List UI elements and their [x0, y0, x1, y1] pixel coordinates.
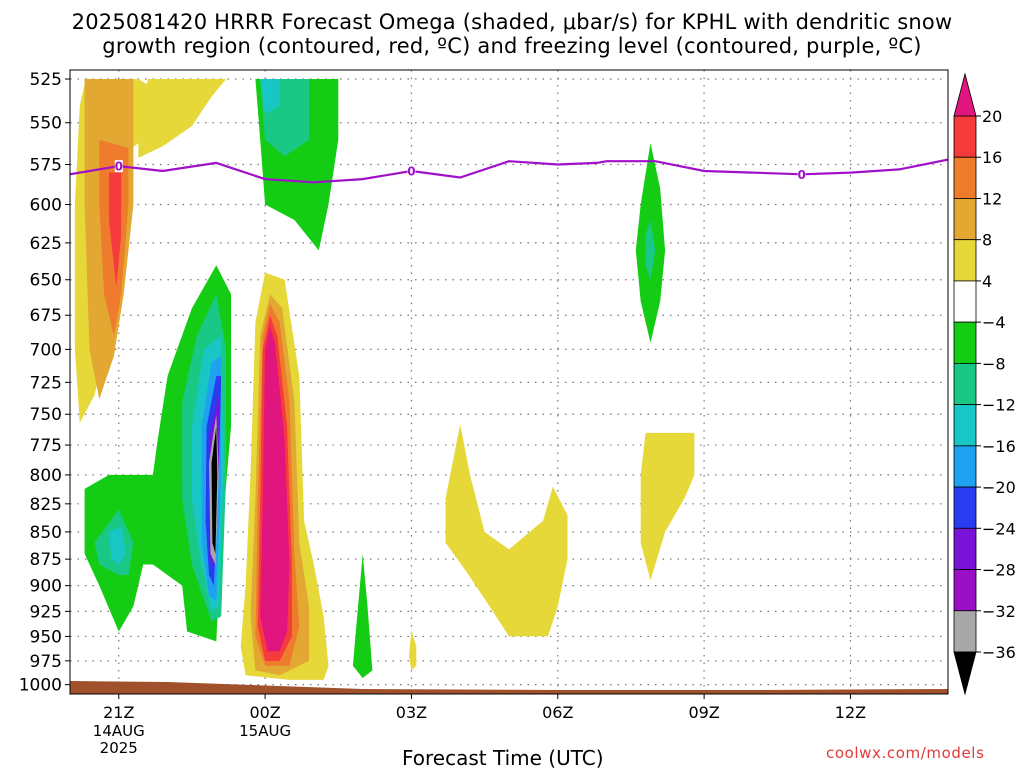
y-tick-label: 925	[30, 602, 62, 622]
y-tick-label: 950	[30, 627, 62, 647]
freezing-level-label: 0	[797, 168, 805, 182]
colorbar-label: −28	[982, 561, 1016, 580]
omega-region-upward-04z-06z	[445, 424, 568, 637]
colorbar-label: −32	[982, 602, 1016, 621]
colorbar-bin	[953, 486, 977, 529]
omega-region-upward-motion-00z-20	[260, 326, 290, 652]
y-tick-label: 600	[30, 196, 62, 216]
y-tick-label: 700	[30, 340, 62, 360]
colorbar-label: −16	[982, 437, 1016, 456]
y-tick-label: 1000	[19, 676, 62, 696]
omega-region-sinking-upper-00z-12	[260, 79, 280, 115]
omega-region-sinking-lower-21z-12	[109, 526, 127, 565]
omega-region-upward-motion-cell-21z-upper	[138, 79, 227, 158]
colorbar: 20 16 12 8 4 −4 −8 −12 −16 −20 −24 −28 −32 −36	[953, 72, 1016, 696]
y-tick-label: 975	[30, 652, 62, 672]
freezing-level-label: 0	[115, 160, 123, 174]
y-tick-label: 675	[30, 306, 62, 326]
colorbar-bin	[953, 321, 977, 364]
colorbar-label: 12	[982, 189, 1002, 208]
chart-title-line-2: growth region (contoured, red, ºC) and f…	[102, 34, 922, 58]
x-tick-sublabel: 14AUG	[93, 722, 145, 740]
x-tick-label: 00Z	[249, 703, 280, 722]
colorbar-bin	[953, 239, 977, 282]
colorbar-bin	[953, 156, 977, 199]
x-tick-label: 06Z	[542, 703, 573, 722]
omega-region-upward-03z-tiny	[409, 630, 417, 671]
colorbar-label: −24	[982, 519, 1016, 538]
y-tick-label: 525	[30, 70, 62, 90]
omega-region-sinking-core-23z-36	[211, 426, 218, 554]
freezing-level-label-bg	[797, 168, 806, 181]
colorbar-label: 4	[982, 272, 992, 291]
x-tick-sublabel: 2025	[100, 739, 138, 757]
colorbar-label: −36	[982, 643, 1016, 662]
omega-shaded-regions	[74, 79, 695, 680]
x-tick-label: 09Z	[688, 703, 719, 722]
omega-region-sinking-08z-8	[645, 220, 656, 280]
y-tick-label: 850	[30, 523, 62, 543]
y-tick-label: 825	[30, 495, 62, 515]
freezing-level-label-bg	[114, 160, 123, 173]
omega-region-sinking-02z	[352, 553, 373, 678]
y-axis: 525 550 575 600 625 650 675 700 725 750 775 800 825 8…	[19, 70, 70, 696]
freezing-level-layer: 0 0 0	[70, 158, 948, 184]
colorbar-bin	[953, 404, 977, 447]
x-axis-title: Forecast Time (UTC)	[402, 746, 604, 770]
x-tick-sublabel: 15AUG	[239, 722, 291, 740]
colorbar-top-arrow	[953, 72, 977, 117]
omega-region-upward-08z	[640, 432, 695, 581]
y-tick-label: 900	[30, 577, 62, 597]
colorbar-bin	[953, 610, 977, 653]
x-tick-label: 03Z	[396, 703, 427, 722]
y-tick-label: 550	[30, 114, 62, 134]
chart-title-line-1: 2025081420 HRRR Forecast Omega (shaded, …	[71, 10, 953, 34]
freezing-level-label-bg	[407, 165, 416, 178]
y-tick-label: 575	[30, 156, 62, 176]
colorbar-bin	[953, 280, 977, 323]
y-tick-label: 800	[30, 466, 62, 486]
y-tick-label: 725	[30, 373, 62, 393]
colorbar-bin	[953, 569, 977, 612]
freezing-level-line	[70, 158, 948, 184]
source-watermark: coolwx.com/models	[826, 744, 985, 762]
x-tick-label: 12Z	[835, 703, 866, 722]
terrain-ground	[70, 681, 948, 694]
colorbar-label: −4	[982, 313, 1006, 332]
colorbar-label: 20	[982, 107, 1002, 126]
colorbar-bin	[953, 527, 977, 570]
y-tick-label: 775	[30, 436, 62, 456]
colorbar-label: −12	[982, 396, 1016, 415]
colorbar-bin	[953, 198, 977, 241]
colorbar-bottom-arrow	[953, 651, 977, 696]
y-tick-label: 625	[30, 234, 62, 254]
colorbar-label: 8	[982, 231, 992, 250]
colorbar-bin	[953, 115, 977, 158]
colorbar-label: 16	[982, 148, 1002, 167]
x-tick-label: 21Z	[103, 703, 134, 722]
y-tick-label: 750	[30, 405, 62, 425]
colorbar-label: −8	[982, 354, 1006, 373]
y-tick-label: 875	[30, 550, 62, 570]
terrain-layer	[70, 681, 948, 694]
y-tick-label: 650	[30, 271, 62, 291]
colorbar-bin	[953, 362, 977, 406]
freezing-level-label: 0	[407, 165, 415, 179]
colorbar-label: −20	[982, 478, 1016, 497]
omega-region-upward-motion-cell-21z-16	[109, 172, 122, 287]
colorbar-bin	[953, 445, 977, 488]
